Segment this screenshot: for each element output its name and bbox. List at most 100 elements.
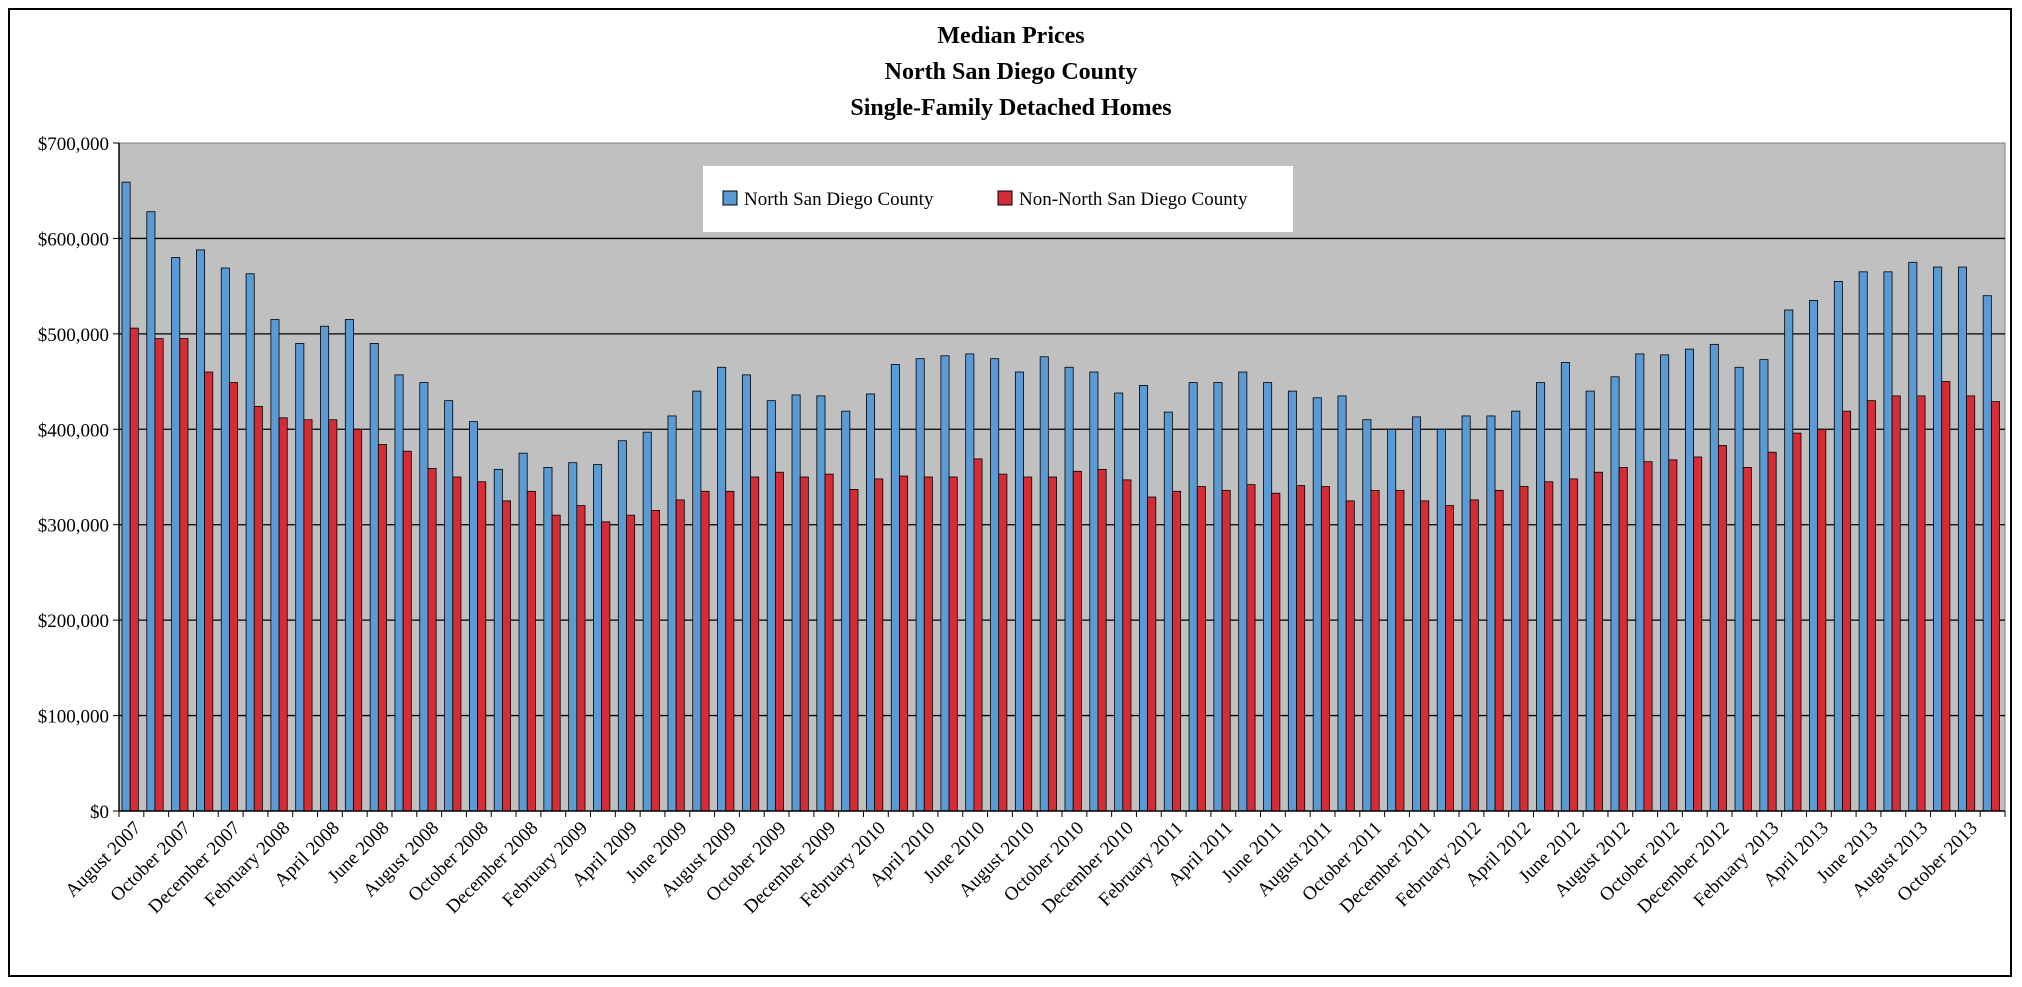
bar-non-north <box>1296 485 1306 812</box>
bar-non-north <box>1693 456 1703 812</box>
bar-non-north <box>1767 451 1777 812</box>
bar-non-north <box>1345 500 1355 812</box>
bar-non-north <box>998 473 1008 812</box>
bar-north <box>1412 416 1421 812</box>
bar-non-north <box>1569 478 1579 812</box>
bar-north <box>1163 411 1173 812</box>
bar-non-north <box>1618 467 1628 812</box>
bar-non-north <box>278 417 288 812</box>
chart-title-line-1: Median Prices <box>937 23 1085 49</box>
bar-non-north <box>501 500 511 812</box>
bar-non-north <box>1172 490 1182 812</box>
bar-non-north <box>849 489 859 812</box>
bar-north <box>965 353 975 812</box>
bar-north <box>1089 371 1099 812</box>
bar-non-north <box>700 490 710 812</box>
bar-non-north <box>1990 401 2000 812</box>
legend-label: North San Diego County <box>744 189 934 210</box>
bar-north <box>1263 382 1273 812</box>
bar-north <box>171 257 181 812</box>
bar-north <box>791 394 801 812</box>
bar-north <box>1883 271 1893 812</box>
bar-north <box>1684 348 1694 812</box>
bar-north <box>444 400 454 812</box>
bar-north <box>1660 354 1670 812</box>
bar-north <box>1337 395 1347 812</box>
bar-north <box>1635 353 1645 812</box>
bar-north <box>1908 261 1918 812</box>
bar-non-north <box>725 490 735 812</box>
bar-north <box>1139 384 1149 812</box>
bar-non-north <box>1941 381 1951 812</box>
axes <box>118 143 2006 817</box>
bar-non-north <box>601 521 611 812</box>
bar-non-north <box>948 476 958 812</box>
bar-north <box>1486 415 1496 812</box>
bar-north <box>1511 410 1521 812</box>
bar-non-north <box>1097 468 1107 812</box>
bar-north <box>1362 419 1372 812</box>
bar-north <box>1387 428 1397 812</box>
bar-north <box>295 342 305 812</box>
bar-non-north <box>303 419 313 812</box>
bar-north <box>692 390 702 812</box>
bar-north <box>468 421 478 812</box>
bar-north <box>1809 300 1819 812</box>
bar-north <box>419 382 429 812</box>
bar-non-north <box>129 327 139 812</box>
bar-non-north <box>1047 476 1057 812</box>
bar-non-north <box>1866 400 1876 812</box>
legend-swatch <box>722 190 738 206</box>
bar-north <box>1709 343 1719 812</box>
bar-north <box>518 452 528 812</box>
bar-north <box>1933 266 1943 812</box>
bar-north <box>667 415 677 812</box>
y-tick-label: $500,000 <box>38 325 109 346</box>
bar-non-north <box>551 514 561 812</box>
bar-non-north <box>1469 499 1479 812</box>
legend: North San Diego County Non-North San Dieg… <box>703 166 1293 232</box>
chart-title: Median Prices North San Diego County Sin… <box>0 18 2022 126</box>
y-tick-label: $100,000 <box>38 707 109 728</box>
bar-non-north <box>1122 479 1132 812</box>
bar-north <box>394 374 404 812</box>
bar-non-north <box>576 505 586 812</box>
bar-north <box>1833 280 1843 812</box>
bars <box>121 181 2000 812</box>
bar-north <box>741 374 751 812</box>
bar-north <box>270 319 280 812</box>
bar-north <box>816 395 826 812</box>
bar-north <box>1610 376 1620 812</box>
bar-north <box>1560 362 1570 812</box>
bar-north <box>1114 392 1124 812</box>
bar-non-north <box>1420 500 1430 812</box>
legend-swatch <box>997 190 1013 206</box>
bar-north <box>1312 397 1322 812</box>
bar-non-north <box>750 476 760 812</box>
bar-non-north <box>1271 492 1281 812</box>
bar-non-north <box>1593 471 1603 812</box>
chart-title-line-3: Single-Family Detached Homes <box>850 95 1172 121</box>
bar-north <box>1213 382 1223 812</box>
bar-non-north <box>874 478 884 812</box>
bar-north <box>369 342 379 812</box>
bar-north <box>1585 390 1595 812</box>
bar-north <box>990 358 1000 812</box>
bar-non-north <box>1544 481 1554 812</box>
bar-non-north <box>626 514 636 812</box>
bar-non-north <box>1966 395 1976 812</box>
bar-north <box>121 181 131 812</box>
bar-non-north <box>899 475 909 812</box>
bar-non-north <box>1320 486 1330 812</box>
bar-north <box>1064 366 1074 812</box>
bar-non-north <box>1221 489 1231 812</box>
bar-north <box>1287 390 1297 812</box>
bar-north <box>1238 371 1248 812</box>
bar-north <box>866 393 876 812</box>
bar-north <box>1014 371 1024 812</box>
bar-north <box>146 211 156 812</box>
bar-north <box>890 363 900 812</box>
bar-non-north <box>1519 486 1529 812</box>
bar-north <box>493 468 503 812</box>
bar-north <box>717 366 727 812</box>
